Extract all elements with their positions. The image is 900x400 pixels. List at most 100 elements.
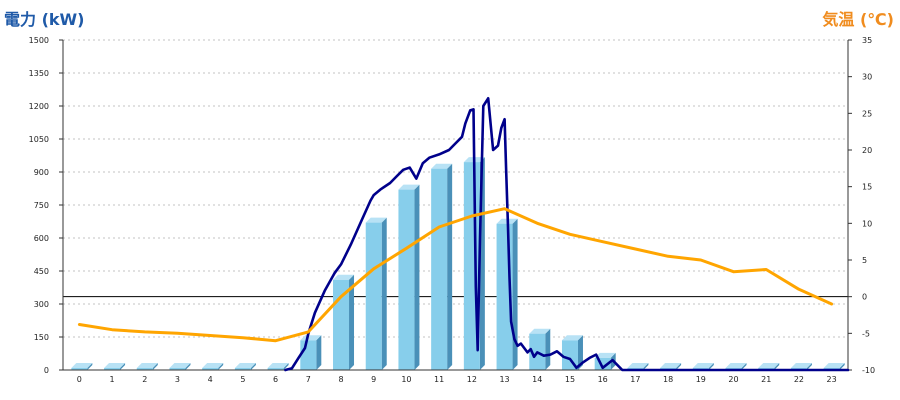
power-line xyxy=(284,97,850,372)
power-bar-top xyxy=(561,335,583,341)
power-bar-side xyxy=(185,363,191,370)
power-bar-top xyxy=(365,217,387,223)
x-tick-label: 17 xyxy=(630,375,640,384)
x-tick-label: 21 xyxy=(761,375,771,384)
power-bar-top xyxy=(104,363,126,368)
left-tick-label: 0 xyxy=(44,366,49,375)
series-lines xyxy=(77,97,850,372)
power-bar-side xyxy=(152,363,158,370)
power-bar-front xyxy=(169,368,186,370)
power-bar xyxy=(365,217,387,370)
power-bar-front xyxy=(398,189,415,370)
grid-lines xyxy=(63,39,848,338)
power-bar-side xyxy=(447,163,453,370)
right-tick-label: 15 xyxy=(862,183,872,192)
power-bar xyxy=(398,184,420,370)
power-bar-side xyxy=(120,363,126,370)
power-bar-top xyxy=(660,363,682,368)
left-tick-label: 1200 xyxy=(29,102,49,111)
right-tick-label: -5 xyxy=(862,329,870,338)
power-bar-top xyxy=(431,163,453,169)
right-tick-label: -10 xyxy=(862,366,875,375)
x-tick-label: 0 xyxy=(77,375,82,384)
power-bar-side xyxy=(512,218,518,370)
left-tick-label: 1050 xyxy=(29,135,49,144)
left-tick-label: 300 xyxy=(34,300,49,309)
power-bar-front xyxy=(136,368,153,370)
power-bar-side xyxy=(708,363,714,370)
power-bar xyxy=(71,363,93,370)
power-bar-top xyxy=(333,274,355,280)
power-bar-top xyxy=(71,363,93,368)
power-bar-front xyxy=(104,368,121,370)
left-tick-label: 1500 xyxy=(29,36,49,45)
power-bars xyxy=(71,157,845,370)
power-bar-side xyxy=(577,335,583,370)
right-tick-label: 30 xyxy=(862,73,872,82)
power-bar-top xyxy=(234,363,256,368)
power-bar-side xyxy=(316,335,322,370)
x-tick-label: 7 xyxy=(306,375,311,384)
power-bar-top xyxy=(169,363,191,368)
x-tick-label: 23 xyxy=(827,375,837,384)
power-bar-side xyxy=(349,274,355,370)
temperature-line xyxy=(77,207,834,343)
power-bar-side xyxy=(676,363,682,370)
right-tick-label: 10 xyxy=(862,219,872,228)
left-tick-label: 1350 xyxy=(29,69,49,78)
power-bar xyxy=(136,363,158,370)
power-bar xyxy=(202,363,224,370)
power-bar xyxy=(104,363,126,370)
left-tick-label: 900 xyxy=(34,168,49,177)
power-bar-front xyxy=(71,368,88,370)
power-bar-front xyxy=(365,222,382,370)
x-tick-label: 16 xyxy=(598,375,608,384)
x-tick-label: 6 xyxy=(273,375,278,384)
x-tick-label: 11 xyxy=(434,375,444,384)
right-tick-label: 20 xyxy=(862,146,872,155)
right-tick-label: 25 xyxy=(862,109,872,118)
power-bar-top xyxy=(136,363,158,368)
power-bar-side xyxy=(414,184,420,370)
left-tick-label: 600 xyxy=(34,234,49,243)
power-bar xyxy=(267,363,289,370)
x-tick-label: 20 xyxy=(728,375,738,384)
power-bar-front xyxy=(267,368,284,370)
x-tick-label: 22 xyxy=(794,375,804,384)
power-bar-front xyxy=(202,368,219,370)
power-bar-side xyxy=(643,363,649,370)
x-tick-label: 1 xyxy=(110,375,115,384)
power-bar-front xyxy=(234,368,251,370)
power-bar-top xyxy=(790,363,812,368)
left-tick-label: 450 xyxy=(34,267,49,276)
power-bar-top xyxy=(300,335,322,341)
power-bar-front xyxy=(431,168,448,370)
power-bar xyxy=(431,163,453,370)
right-axis-title: 気温 (℃) xyxy=(822,10,894,29)
power-bar-top xyxy=(529,328,551,334)
power-bar-top xyxy=(202,363,224,368)
x-tick-label: 12 xyxy=(467,375,477,384)
power-bar-side xyxy=(774,363,780,370)
right-tick-label: 35 xyxy=(862,36,872,45)
power-bar-top xyxy=(823,363,845,368)
power-bar-side xyxy=(741,363,747,370)
tick-labels: 01503004506007509001050120013501500-10-5… xyxy=(29,36,875,384)
x-tick-label: 13 xyxy=(499,375,509,384)
power-bar-side xyxy=(545,328,551,370)
power-bar-top xyxy=(758,363,780,368)
right-tick-label: 5 xyxy=(862,256,867,265)
left-axis-title: 電力 (kW) xyxy=(4,10,85,29)
power-bar-side xyxy=(806,363,812,370)
power-bar-side xyxy=(839,363,845,370)
x-tick-label: 3 xyxy=(175,375,180,384)
x-tick-label: 19 xyxy=(696,375,706,384)
right-tick-label: 0 xyxy=(862,293,867,302)
x-tick-label: 10 xyxy=(401,375,411,384)
left-tick-label: 750 xyxy=(34,201,49,210)
power-bar-side xyxy=(218,363,224,370)
power-bar-top xyxy=(398,184,420,190)
power-bar-top xyxy=(725,363,747,368)
power-bar-side xyxy=(87,363,93,370)
